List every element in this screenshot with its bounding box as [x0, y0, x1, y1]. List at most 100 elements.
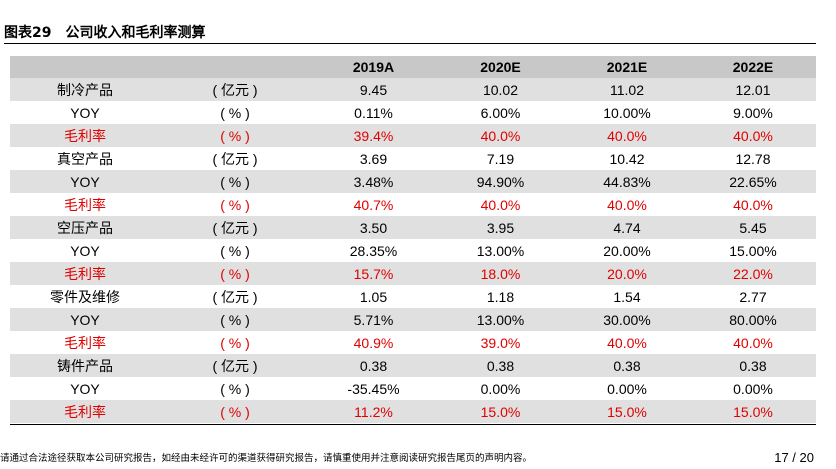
table-row: YOY ( % ) 0.11% 6.00% 10.00% 9.00% [10, 101, 816, 124]
row-unit: ( 亿元 ) [212, 288, 258, 305]
table-row: 毛利率( % ) 11.2% 15.0% 15.0% 15.0% [10, 400, 816, 423]
row-label: YOY [10, 308, 160, 331]
value-cell: 9.00% [733, 104, 773, 121]
table-row: YOY ( % ) -35.45% 0.00% 0.00% 0.00% [10, 377, 816, 400]
table-body: 制冷产品( 亿元 ) 9.45 10.02 11.02 12.01 YOY( % ) 0.1… [10, 78, 816, 423]
row-label: 毛利率 [64, 334, 106, 351]
table-row: 零件及维修 ( 亿元 ) 1.05 1.18 1.54 2.77 [10, 285, 816, 308]
row-label: 毛利率 [10, 262, 160, 285]
value-cell: 18.0% [437, 262, 564, 285]
value-cell: 0.38 [437, 354, 564, 377]
table-row: YOY( % ) 3.48% 94.90% 44.83% 22.65% [10, 170, 816, 193]
table-row: YOY ( % ) 28.35% 13.00% 20.00% 15.00% [10, 239, 816, 262]
value-cell: 3.69 [359, 150, 388, 167]
value-cell: 15.0% [564, 400, 690, 423]
value-cell: 13.00% [437, 308, 564, 331]
value-cell: 22.65% [690, 170, 816, 193]
row-label: 铸件产品 [10, 354, 160, 377]
value-cell: 40.0% [564, 124, 690, 147]
value-cell: 0.38 [564, 354, 690, 377]
value-cell: 40.0% [480, 196, 521, 213]
value-cell: 0.38 [690, 354, 816, 377]
row-unit: ( % ) [160, 124, 310, 147]
table-bottom-rule [10, 424, 816, 425]
revenue-margin-table: 2019A 2020E 2021E 2022E 制冷产品( 亿元 ) 9.45 10… [10, 56, 816, 423]
value-cell: 10.02 [437, 78, 564, 101]
value-cell: 3.95 [437, 216, 564, 239]
value-cell: 9.45 [310, 78, 437, 101]
value-cell: 80.00% [690, 308, 816, 331]
header-cell [10, 56, 160, 78]
value-cell: 20.00% [603, 242, 651, 259]
value-cell: 94.90% [437, 170, 564, 193]
value-cell: 5.45 [690, 216, 816, 239]
table-row: 空压产品( 亿元 ) 3.50 3.95 4.74 5.45 [10, 216, 816, 239]
header-cell: 2022E [690, 56, 816, 78]
header-cell: 2021E [564, 56, 690, 78]
table-row: 毛利率 ( % ) 40.7% 40.0% 40.0% 40.0% [10, 193, 816, 216]
row-unit: ( % ) [160, 308, 310, 331]
value-cell: 40.0% [733, 196, 773, 213]
footer-disclaimer: 请通过合法途径获取本公司研究报告，如经由未经许可的渠道获得研究报告，请慎重使用并… [0, 453, 533, 464]
header-cell [160, 56, 310, 78]
value-cell: 0.11% [354, 104, 393, 121]
value-cell: 0.00% [480, 380, 521, 397]
value-cell: 6.00% [480, 104, 521, 121]
value-cell: 7.19 [486, 150, 515, 167]
value-cell: 30.00% [564, 308, 690, 331]
row-label: YOY [70, 242, 100, 259]
value-cell: 40.0% [690, 124, 816, 147]
row-label: YOY [10, 170, 160, 193]
value-cell: 40.0% [607, 196, 647, 213]
row-unit: ( % ) [220, 242, 250, 259]
value-cell: 12.78 [735, 150, 771, 167]
table-row: 制冷产品( 亿元 ) 9.45 10.02 11.02 12.01 [10, 78, 816, 101]
value-cell: 15.7% [310, 262, 437, 285]
value-cell: 15.0% [437, 400, 564, 423]
value-cell: 1.18 [486, 288, 515, 305]
table-row: 毛利率( % ) 39.4% 40.0% 40.0% 40.0% [10, 124, 816, 147]
figure-title: 图表29 公司收入和毛利率测算 [4, 25, 206, 41]
table-row: 毛利率( % ) 15.7% 18.0% 20.0% 22.0% [10, 262, 816, 285]
value-cell: -35.45% [347, 380, 400, 397]
value-cell: 22.0% [690, 262, 816, 285]
value-cell: 4.74 [564, 216, 690, 239]
value-cell: 10.00% [603, 104, 651, 121]
row-label: YOY [70, 380, 100, 397]
row-label: 空压产品 [10, 216, 160, 239]
row-label: 零件及维修 [50, 288, 120, 305]
table-row: 真空产品 ( 亿元 ) 3.69 7.19 10.42 12.78 [10, 147, 816, 170]
title-divider [4, 43, 816, 44]
value-cell: 11.2% [310, 400, 437, 423]
value-cell: 2.77 [739, 288, 767, 305]
value-cell: 40.0% [607, 334, 647, 351]
row-label: YOY [70, 104, 100, 121]
value-cell: 1.05 [359, 288, 388, 305]
value-cell: 1.54 [613, 288, 641, 305]
value-cell: 39.0% [480, 334, 521, 351]
row-label: 毛利率 [10, 400, 160, 423]
row-unit: ( % ) [160, 262, 310, 285]
row-unit: ( % ) [160, 170, 310, 193]
row-unit: ( 亿元 ) [160, 216, 310, 239]
row-label: 毛利率 [64, 196, 106, 213]
row-label: 制冷产品 [10, 78, 160, 101]
page-number: 17 / 20 [774, 450, 814, 465]
row-unit: ( % ) [220, 334, 250, 351]
row-unit: ( 亿元 ) [160, 78, 310, 101]
value-cell: 40.7% [353, 196, 394, 213]
value-cell: 40.0% [733, 334, 773, 351]
value-cell: 15.0% [690, 400, 816, 423]
row-label: 真空产品 [57, 150, 113, 167]
value-cell: 15.00% [729, 242, 777, 259]
value-cell: 11.02 [564, 78, 690, 101]
value-cell: 0.00% [607, 380, 647, 397]
value-cell: 28.35% [349, 242, 398, 259]
value-cell: 10.42 [609, 150, 645, 167]
value-cell: 39.4% [310, 124, 437, 147]
table-row: 铸件产品( 亿元 ) 0.38 0.38 0.38 0.38 [10, 354, 816, 377]
row-unit: ( 亿元 ) [212, 150, 258, 167]
value-cell: 12.01 [690, 78, 816, 101]
value-cell: 3.48% [310, 170, 437, 193]
row-label: 毛利率 [10, 124, 160, 147]
